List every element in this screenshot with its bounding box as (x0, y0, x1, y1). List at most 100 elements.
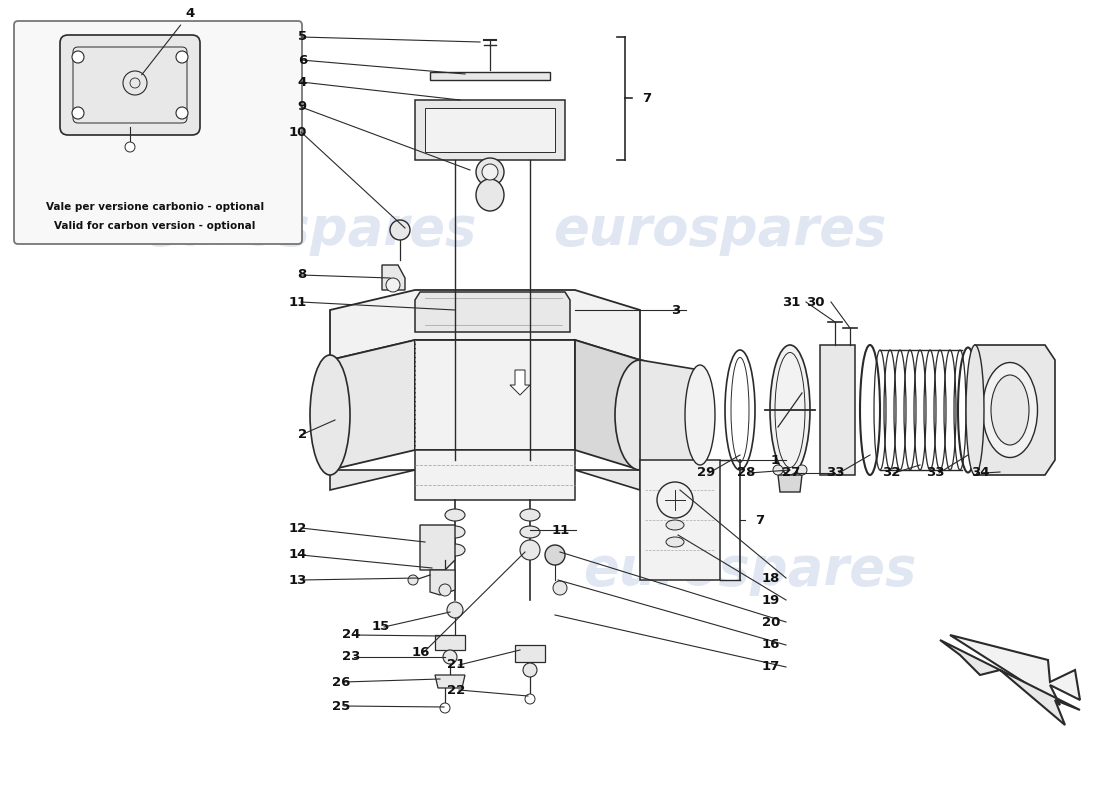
Ellipse shape (982, 362, 1037, 458)
Circle shape (657, 482, 693, 518)
Polygon shape (434, 635, 465, 650)
Polygon shape (330, 470, 640, 490)
Text: 33: 33 (926, 466, 945, 479)
Polygon shape (430, 72, 550, 80)
Text: 4: 4 (142, 7, 195, 75)
Text: 11: 11 (552, 523, 570, 537)
Text: 33: 33 (826, 466, 845, 479)
Ellipse shape (776, 353, 805, 467)
Ellipse shape (666, 520, 684, 530)
Text: 21: 21 (447, 658, 465, 671)
Text: 5: 5 (298, 30, 307, 43)
Polygon shape (510, 370, 530, 395)
Text: 11: 11 (288, 295, 307, 309)
Circle shape (476, 158, 504, 186)
Text: 20: 20 (761, 615, 780, 629)
Text: 18: 18 (761, 571, 780, 585)
Polygon shape (820, 345, 855, 475)
Polygon shape (975, 345, 1055, 475)
Polygon shape (940, 640, 1080, 725)
Ellipse shape (310, 355, 350, 475)
Polygon shape (515, 645, 544, 662)
Text: 14: 14 (288, 549, 307, 562)
Circle shape (390, 220, 410, 240)
Polygon shape (575, 340, 640, 470)
Polygon shape (420, 525, 455, 570)
Polygon shape (640, 360, 700, 470)
Circle shape (72, 107, 84, 119)
Text: 9: 9 (298, 101, 307, 114)
Circle shape (443, 650, 456, 664)
Text: 2: 2 (298, 429, 307, 442)
Circle shape (522, 663, 537, 677)
Text: Valid for carbon version - optional: Valid for carbon version - optional (54, 221, 255, 231)
Ellipse shape (966, 345, 984, 475)
Ellipse shape (666, 537, 684, 547)
Text: Vale per versione carbonio - optional: Vale per versione carbonio - optional (46, 202, 264, 212)
Polygon shape (415, 340, 575, 450)
Text: 8: 8 (298, 269, 307, 282)
Circle shape (482, 164, 498, 180)
Text: 3: 3 (671, 303, 680, 317)
Polygon shape (415, 292, 570, 332)
Circle shape (525, 694, 535, 704)
Text: 15: 15 (372, 621, 390, 634)
Text: 7: 7 (642, 91, 651, 105)
Circle shape (130, 78, 140, 88)
Polygon shape (425, 108, 556, 152)
Text: eurospares: eurospares (583, 544, 916, 596)
Ellipse shape (446, 544, 465, 556)
Text: 22: 22 (447, 683, 465, 697)
Polygon shape (330, 340, 415, 470)
Text: 32: 32 (881, 466, 900, 479)
Text: 27: 27 (782, 466, 800, 479)
Circle shape (176, 51, 188, 63)
Circle shape (125, 142, 135, 152)
Circle shape (773, 465, 783, 475)
Circle shape (447, 602, 463, 618)
Ellipse shape (615, 360, 666, 470)
Text: 25: 25 (332, 699, 350, 713)
Text: 16: 16 (411, 646, 430, 658)
FancyBboxPatch shape (60, 35, 200, 135)
Circle shape (72, 51, 84, 63)
Ellipse shape (446, 509, 465, 521)
Text: 4: 4 (298, 75, 307, 89)
Circle shape (408, 575, 418, 585)
Polygon shape (950, 635, 1080, 705)
Text: 19: 19 (761, 594, 780, 606)
Text: eurospares: eurospares (553, 204, 887, 256)
Circle shape (520, 540, 540, 560)
Text: 31: 31 (782, 295, 800, 309)
Circle shape (176, 107, 188, 119)
Circle shape (440, 703, 450, 713)
Ellipse shape (685, 365, 715, 465)
Circle shape (553, 581, 566, 595)
Text: 6: 6 (298, 54, 307, 66)
Ellipse shape (446, 526, 465, 538)
Text: 12: 12 (288, 522, 307, 534)
Text: 17: 17 (761, 661, 780, 674)
Polygon shape (434, 675, 465, 688)
Text: 29: 29 (696, 466, 715, 479)
Circle shape (798, 465, 807, 475)
Text: 7: 7 (755, 514, 764, 526)
Circle shape (439, 584, 451, 596)
Text: 16: 16 (761, 638, 780, 651)
Text: 13: 13 (288, 574, 307, 586)
Ellipse shape (476, 179, 504, 211)
Text: 28: 28 (737, 466, 755, 479)
Text: 24: 24 (342, 629, 360, 642)
Text: 10: 10 (288, 126, 307, 138)
Polygon shape (778, 475, 802, 492)
Circle shape (386, 278, 400, 292)
Polygon shape (640, 460, 720, 580)
Text: 30: 30 (806, 295, 825, 309)
Text: 23: 23 (342, 650, 360, 663)
Polygon shape (430, 570, 455, 595)
Circle shape (544, 545, 565, 565)
Text: 1: 1 (771, 454, 780, 466)
Text: 34: 34 (971, 466, 990, 479)
FancyBboxPatch shape (14, 21, 302, 244)
Ellipse shape (991, 375, 1028, 445)
